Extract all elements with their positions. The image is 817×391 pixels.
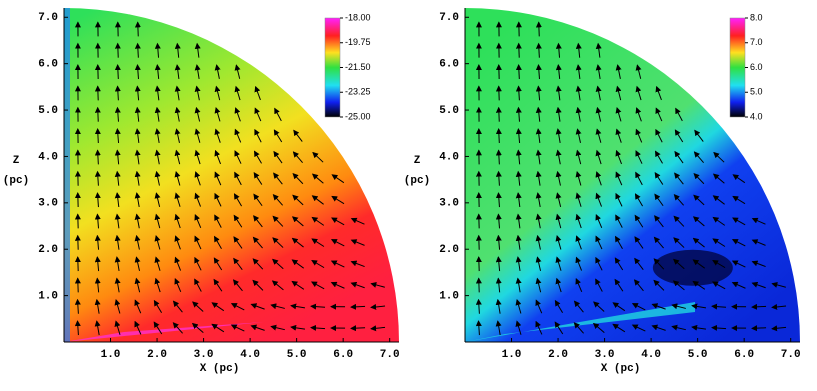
y-tick-label: 1.0 (38, 291, 58, 303)
plot-area (64, 8, 399, 342)
plot-area (465, 8, 800, 342)
vector-arrow (479, 278, 480, 292)
x-tick-label: 3.0 (595, 349, 615, 361)
field-dark (653, 250, 733, 286)
vector-arrow (479, 257, 480, 271)
vector-arrow (499, 108, 500, 122)
x-tick-label: 5.0 (688, 349, 708, 361)
colorbar-tick-label: -23.25 (345, 87, 371, 97)
x-tick-label: 7.0 (380, 349, 400, 361)
y-tick-label: 6.0 (38, 59, 58, 71)
vector-arrow (78, 257, 79, 271)
y-tick-label: 3.0 (439, 198, 459, 210)
y-tick-label: 4.0 (38, 151, 58, 163)
colorbar-tick-label: 5.0 (750, 87, 763, 97)
vector-arrow (499, 86, 500, 100)
vector-arrow (78, 278, 79, 292)
x-axis-label: X (pc) (601, 363, 641, 375)
x-tick-label: 7.0 (781, 349, 801, 361)
x-tick-label: 3.0 (194, 349, 214, 361)
y-tick-label: 2.0 (38, 244, 58, 256)
vector-arrow (98, 108, 99, 122)
colorbar-tick-label: -19.75 (345, 37, 371, 47)
vector-arrow (351, 328, 365, 329)
y-tick-label: 4.0 (439, 151, 459, 163)
x-tick-label: 1.0 (502, 349, 522, 361)
x-tick-label: 6.0 (333, 349, 353, 361)
y-tick-label: 5.0 (38, 105, 58, 117)
colorbar-tick-label: 4.0 (750, 111, 763, 121)
x-tick-label: 5.0 (287, 349, 307, 361)
field (64, 8, 399, 342)
y-tick-label: 6.0 (439, 59, 459, 71)
vector-arrow (138, 22, 139, 36)
y-axis-label: (pc) (3, 175, 29, 187)
vector-arrow (519, 65, 520, 79)
vector-arrow (752, 306, 766, 307)
x-tick-label: 2.0 (147, 349, 167, 361)
vector-arrow (118, 65, 119, 79)
colorbar (730, 18, 745, 117)
y-tick-label: 3.0 (38, 198, 58, 210)
vector-arrow (539, 22, 540, 36)
colorbar (325, 18, 340, 117)
vector-arrow (98, 129, 99, 143)
colorbar-tick-label: 8.0 (750, 12, 763, 22)
y-tick-label: 2.0 (439, 244, 459, 256)
x-tick-label: 1.0 (101, 349, 121, 361)
y-axis-label: Z (13, 155, 20, 167)
x-tick-label: 4.0 (641, 349, 661, 361)
y-axis-label: (pc) (404, 175, 430, 187)
vector-arrow (98, 86, 99, 100)
x-tick-label: 6.0 (734, 349, 754, 361)
x-axis-label: X (pc) (200, 363, 240, 375)
vector-arrow (752, 328, 766, 329)
x-tick-label: 4.0 (240, 349, 260, 361)
colorbar-tick-label: -25.00 (345, 111, 371, 121)
vector-arrow (499, 129, 500, 143)
vector-arrow (351, 306, 365, 307)
field-edge (64, 8, 70, 342)
y-axis-label: Z (414, 155, 421, 167)
colorbar-tick-label: 6.0 (750, 62, 763, 72)
y-tick-label: 1.0 (439, 291, 459, 303)
colorbar-tick-label: 7.0 (750, 37, 763, 47)
x-tick-label: 2.0 (548, 349, 568, 361)
colorbar-tick-label: -21.50 (345, 62, 371, 72)
y-tick-label: 7.0 (439, 12, 459, 24)
y-tick-label: 5.0 (439, 105, 459, 117)
colorbar-tick-label: -18.00 (345, 12, 371, 22)
vector-arrow (519, 44, 520, 58)
vector-arrow (118, 44, 119, 58)
field (465, 8, 800, 342)
y-tick-label: 7.0 (38, 12, 58, 24)
